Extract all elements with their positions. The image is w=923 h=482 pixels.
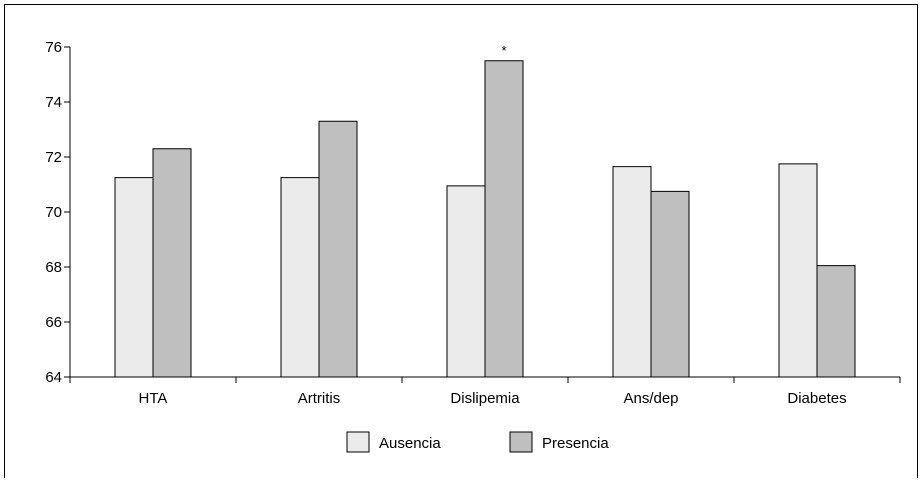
bar-ausencia-dislipemia <box>446 185 486 378</box>
y-tick-label: 74 <box>45 94 62 111</box>
significance-marker: * <box>501 43 506 58</box>
bar-ausencia-ans-dep <box>612 166 652 378</box>
chart-frame <box>4 4 918 478</box>
x-category-label: Dislipemia <box>450 390 520 407</box>
y-tick-label: 64 <box>45 369 62 386</box>
y-tick-label: 66 <box>45 314 62 331</box>
bar-presencia-dislipemia <box>484 60 524 378</box>
bar-ausencia-artritis <box>280 177 320 378</box>
y-tick-label: 76 <box>45 39 62 56</box>
y-tick-label: 68 <box>45 259 62 276</box>
legend-swatch-presencia <box>509 431 533 453</box>
y-tick-label: 70 <box>45 204 62 221</box>
x-category-label: Ans/dep <box>623 390 678 407</box>
bar-presencia-artritis <box>318 120 358 378</box>
y-tick-label: 72 <box>45 149 62 166</box>
legend-label-presencia: Presencia <box>542 435 609 452</box>
bar-ausencia-hta <box>114 177 154 378</box>
x-category-label: Diabetes <box>787 390 846 407</box>
bar-presencia-diabetes <box>816 265 856 378</box>
bar-presencia-ans-dep <box>650 190 690 378</box>
x-category-label: Artritis <box>298 390 341 407</box>
x-category-label: HTA <box>139 390 168 407</box>
bar-presencia-hta <box>152 148 192 378</box>
legend-swatch-ausencia <box>346 431 370 453</box>
legend-label-ausencia: Ausencia <box>379 435 441 452</box>
bar-ausencia-diabetes <box>778 163 818 378</box>
